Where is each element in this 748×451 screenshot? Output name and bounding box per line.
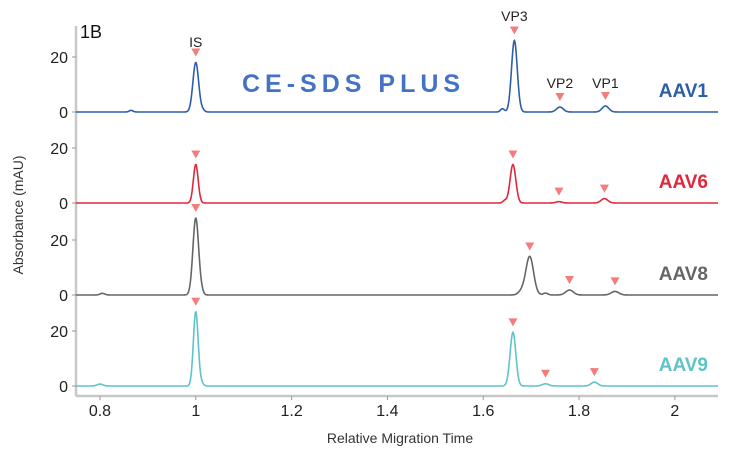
trace-aav8 [76,217,718,296]
figure-label: 1B [80,22,102,42]
x-tick-label: 2 [670,403,679,420]
peak-label-is: IS [189,34,202,50]
series-label-aav6: AAV6 [659,172,708,193]
peak-label-vp1: VP1 [592,75,619,91]
trace-aav6 [76,163,718,204]
x-tick-label: 1 [191,403,200,420]
trace-aav1 [76,38,718,113]
series-label-aav1: AAV1 [659,81,709,102]
x-tick-label: 1.6 [472,403,494,420]
peak-marker-icon [599,184,609,193]
peak-marker-icon [554,187,564,196]
x-tick-label: 1.8 [568,403,590,420]
peak-marker-icon [191,297,201,306]
y-tick-label: 20 [50,233,68,250]
peak-marker-icon [508,318,518,327]
y-tick-label: 20 [50,141,68,158]
peak-marker-icon [589,368,599,377]
series-label-aav8: AAV8 [659,264,708,285]
traces [76,38,718,387]
peak-label-vp3: VP3 [501,8,528,24]
peak-marker-icon [191,48,201,57]
ce-sds-plus-title: CE-SDS PLUS [242,70,465,98]
peak-label-vp2: VP2 [547,75,574,91]
peak-marker-icon [191,150,201,159]
y-tick-label: 0 [59,105,68,122]
peak-marker-icon [555,93,565,102]
y-tick-label: 0 [59,196,68,213]
trace-aav9 [76,310,718,387]
y-tick-label: 0 [59,379,68,396]
labels: AAV1 AAV6 AAV8 AAV9 IS VP3 VP2 VP1 [189,8,708,376]
peak-marker-icon [508,150,518,159]
y-tick-label: 0 [59,288,68,305]
series-label-aav9: AAV9 [659,355,708,376]
peak-marker-icon [509,26,519,35]
x-tick-label: 0.8 [89,403,111,420]
y-tick-label: 20 [50,324,68,341]
peak-marker-icon [525,242,535,251]
x-axis-label: Relative Migration Time [327,430,473,446]
peak-marker-icon [610,277,620,286]
y-tick-label: 20 [50,50,68,67]
peak-marker-icon [191,204,201,212]
peak-markers [191,26,620,378]
x-tick-label: 1.2 [280,403,302,420]
x-tick-label: 1.4 [376,403,398,420]
peak-marker-icon [564,276,574,285]
peak-marker-icon [541,369,551,378]
y-axis-label: Absorbance (mAU) [10,155,26,274]
peak-marker-icon [600,91,610,100]
